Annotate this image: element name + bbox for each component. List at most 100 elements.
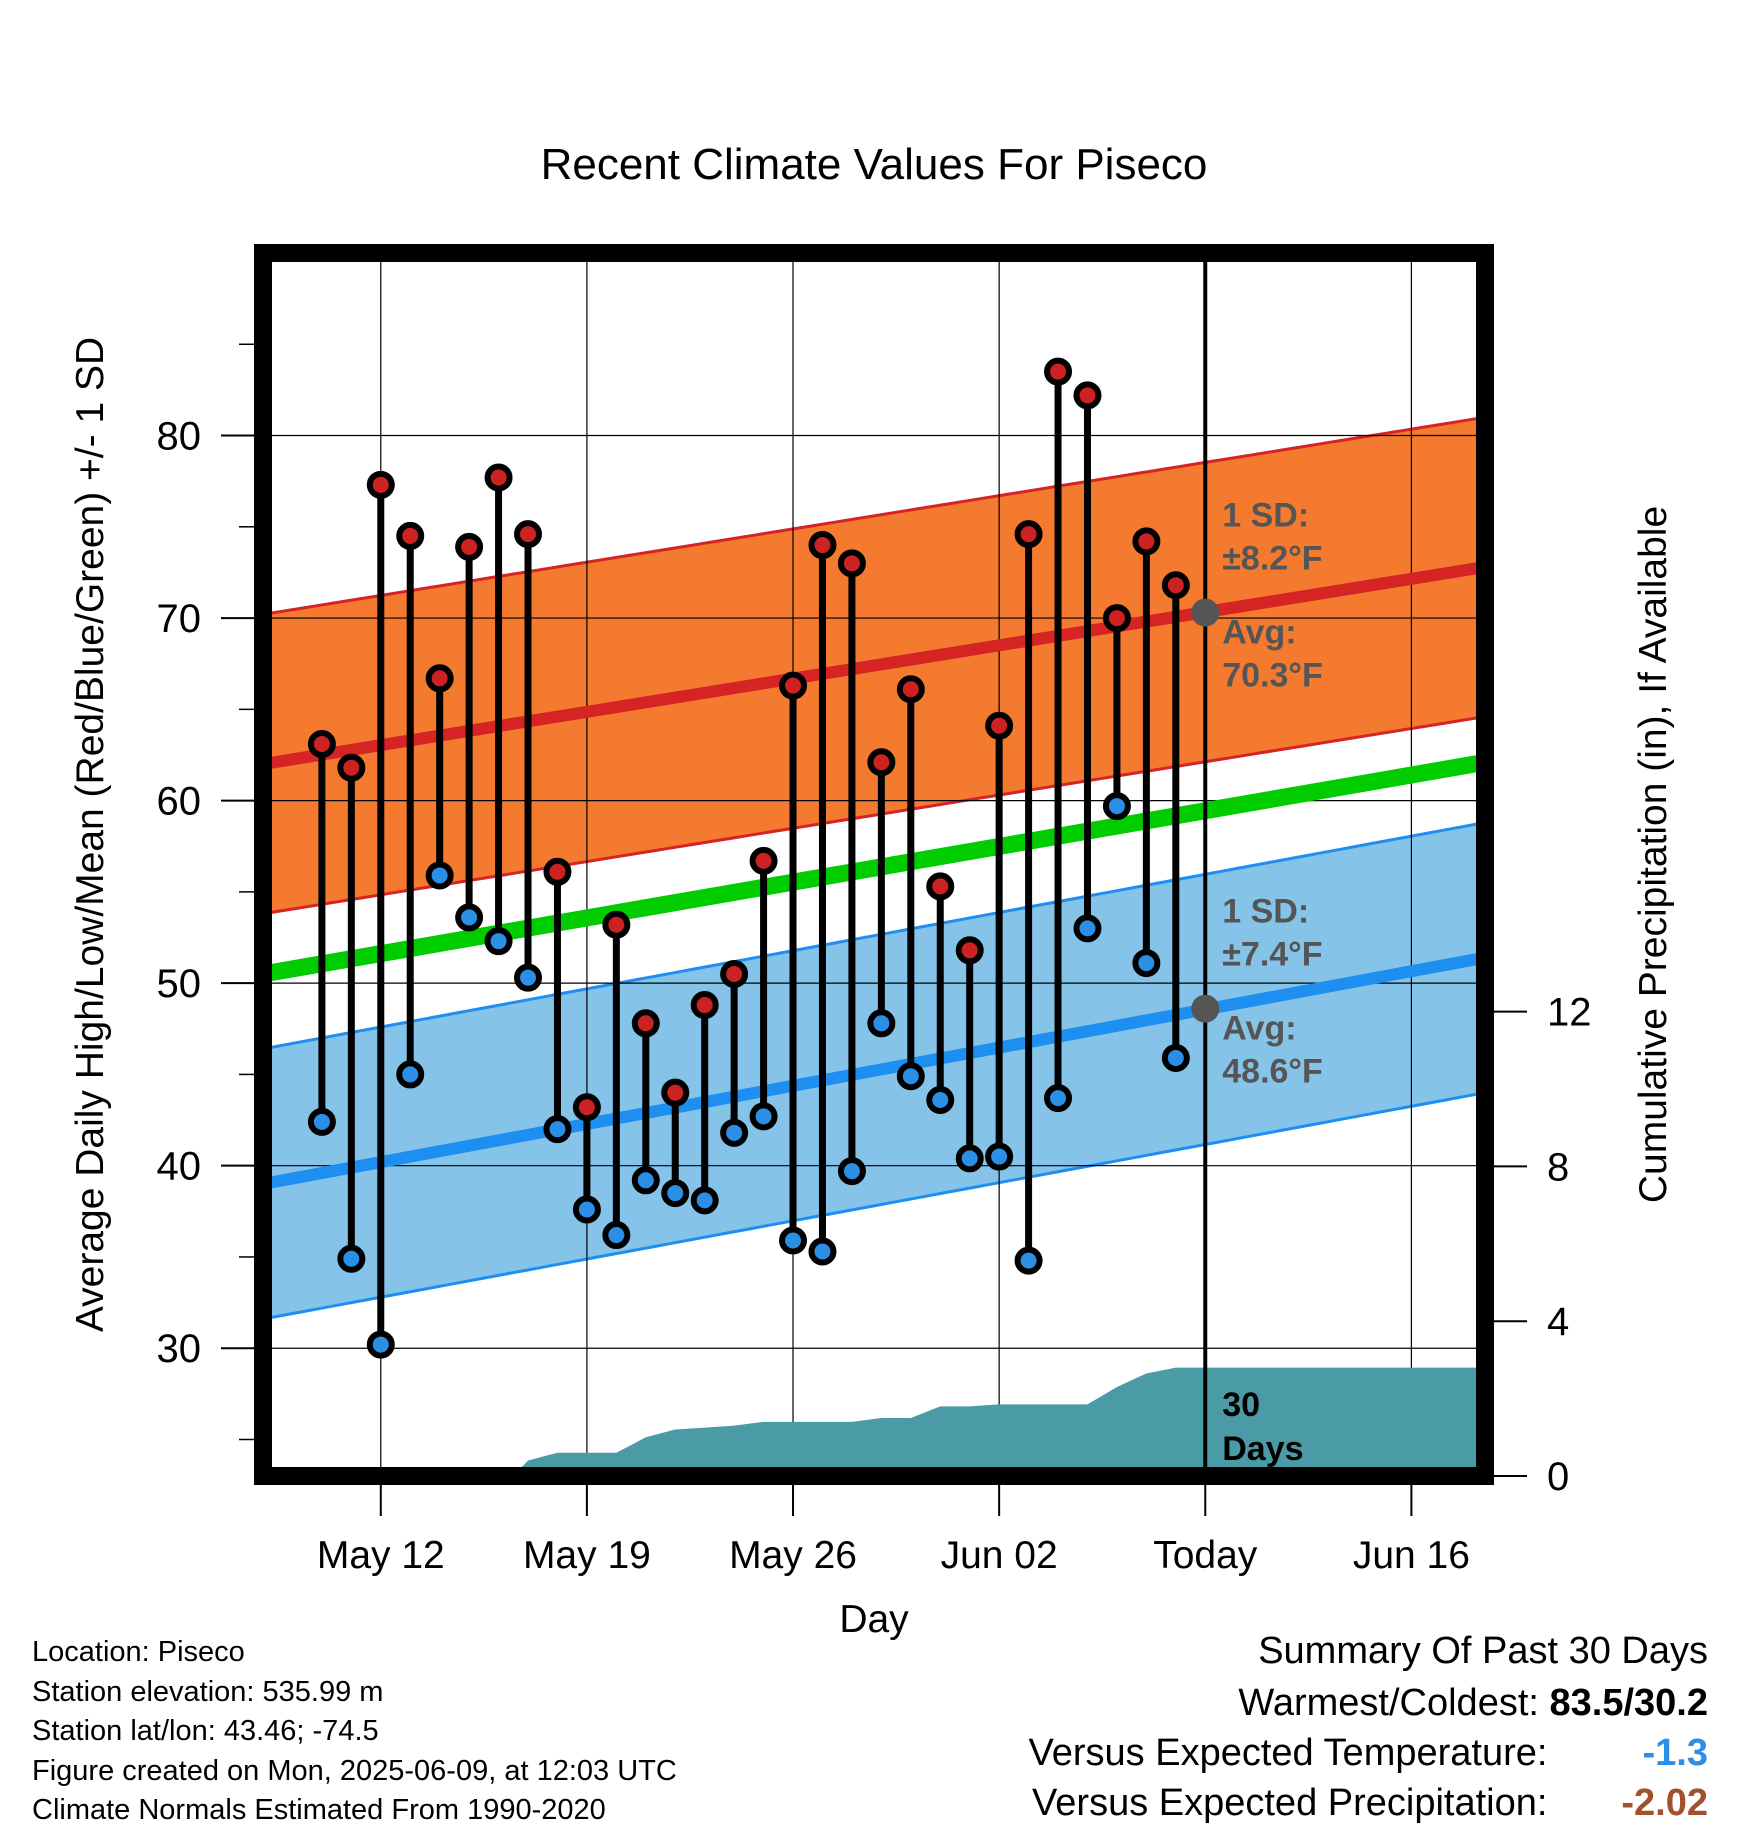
daily-low-point: [896, 1062, 925, 1091]
daily-low-point: [808, 1237, 837, 1266]
daily-high-point: [1161, 571, 1190, 600]
summary-row-precip: Versus Expected Precipitation: -2.02: [1029, 1778, 1708, 1828]
daily-low-point: [1073, 914, 1102, 943]
info-normals: Climate Normals Estimated From 1990-2020: [32, 1794, 606, 1826]
y2-tick-label: 4: [1547, 1300, 1569, 1344]
y-tick-label: 50: [157, 962, 202, 1006]
x-tick-label: Today: [1153, 1534, 1258, 1577]
daily-low-point: [543, 1115, 572, 1144]
daily-low-point: [926, 1085, 955, 1114]
daily-high-point: [1132, 527, 1161, 556]
y-tick-label: 60: [157, 780, 202, 824]
y-tick-label: 70: [157, 597, 202, 641]
low-sd-band-upper-edge: [263, 821, 1485, 1051]
daily-low-point: [514, 963, 543, 992]
daily-low-point: [955, 1144, 984, 1173]
daily-high-point: [720, 960, 749, 989]
summary-row-warmest: Warmest/Coldest: 83.5/30.2: [1029, 1678, 1708, 1728]
mean-normal-line: [263, 753, 1485, 983]
y-tick-label: 40: [157, 1145, 202, 1189]
y2-tick-label: 8: [1547, 1145, 1569, 1189]
daily-low-point: [366, 1330, 395, 1359]
daily-high-point: [837, 549, 866, 578]
daily-low-point: [985, 1142, 1014, 1171]
high-sd-label: 1 SD:: [1222, 497, 1309, 535]
precip-label: Versus Expected Precipitation:: [1032, 1782, 1548, 1824]
low-normal-line: [263, 951, 1485, 1190]
daily-low-point: [1161, 1043, 1190, 1072]
info-created: Figure created on Mon, 2025-06-09, at 12…: [32, 1754, 677, 1787]
low-sd-value: ±7.4°F: [1222, 936, 1322, 974]
high-avg-label: Avg:: [1222, 614, 1296, 652]
daily-low-point: [690, 1186, 719, 1215]
y-axis-label: Average Daily High/Low/Mean (Red/Blue/Gr…: [69, 337, 112, 1332]
low-avg-value: 48.6°F: [1222, 1053, 1323, 1091]
precip-area: [513, 1367, 1485, 1476]
daily-high-point: [543, 857, 572, 886]
daily-low-point: [337, 1244, 366, 1273]
daily-low-point: [307, 1107, 336, 1136]
daily-low-point: [661, 1179, 690, 1208]
daily-low-point: [1014, 1246, 1043, 1275]
daily-low-point: [455, 903, 484, 932]
low-sd-band-lower-edge: [263, 1091, 1485, 1321]
daily-low-point: [1102, 792, 1131, 821]
y-tick-label: 80: [157, 415, 202, 459]
low-avg-label: Avg:: [1222, 1010, 1296, 1048]
daily-high-point: [896, 675, 925, 704]
y2-tick-label: 0: [1547, 1455, 1569, 1499]
info-latlon: Station lat/lon: 43.46; -74.5: [32, 1715, 379, 1747]
y-tick-label: 30: [157, 1327, 202, 1371]
daily-high-point: [1073, 381, 1102, 410]
daily-high-point: [661, 1078, 690, 1107]
daily-low-point: [1044, 1084, 1073, 1113]
precip-days-label-line1: 30: [1222, 1386, 1260, 1424]
daily-high-point: [1014, 520, 1043, 549]
daily-high-point: [985, 711, 1014, 740]
daily-high-point: [779, 671, 808, 700]
y2-axis-label: Cumulative Precipitation (in), If Availa…: [1632, 506, 1675, 1203]
precip-value: -2.02: [1621, 1782, 1708, 1824]
daily-low-point: [837, 1157, 866, 1186]
y2-tick-label: 12: [1547, 991, 1592, 1035]
daily-high-point: [602, 910, 631, 939]
summary-title: Summary Of Past 30 Days: [1258, 1630, 1708, 1672]
daily-low-point: [749, 1102, 778, 1131]
daily-high-point: [808, 531, 837, 560]
daily-high-point: [455, 532, 484, 561]
info-location: Location: Piseco: [32, 1636, 245, 1668]
daily-high-point: [396, 521, 425, 550]
daily-low-point: [425, 861, 454, 890]
precip-days-label-line2: Days: [1222, 1430, 1303, 1468]
daily-low-point: [572, 1195, 601, 1224]
daily-high-point: [690, 991, 719, 1020]
daily-high-point: [572, 1093, 601, 1122]
daily-high-point: [749, 846, 778, 875]
daily-high-point: [337, 753, 366, 782]
daily-high-point: [1044, 357, 1073, 386]
daily-low-point: [631, 1166, 660, 1195]
plot-frame: [254, 244, 1494, 1485]
daily-low-point: [720, 1118, 749, 1147]
today-low-avg-marker: [1191, 994, 1220, 1023]
daily-high-point: [926, 872, 955, 901]
daily-low-point: [867, 1009, 896, 1038]
warmest-value: 83.5/30.2: [1549, 1682, 1708, 1724]
daily-high-point: [514, 520, 543, 549]
warmest-label: Warmest/Coldest:: [1238, 1682, 1539, 1724]
today-high-avg-marker: [1191, 598, 1220, 627]
temp-label: Versus Expected Temperature:: [1028, 1732, 1548, 1774]
daily-high-point: [307, 730, 336, 759]
daily-low-point: [779, 1226, 808, 1255]
x-axis-label: Day: [839, 1598, 909, 1641]
daily-high-point: [1102, 604, 1131, 633]
daily-low-point: [484, 927, 513, 956]
daily-high-point: [425, 664, 454, 693]
station-info: Location: Piseco Station elevation: 535.…: [32, 1633, 677, 1831]
temp-value: -1.3: [1642, 1732, 1708, 1774]
x-tick-label: Jun 16: [1353, 1534, 1470, 1577]
daily-low-point: [396, 1060, 425, 1089]
summary-row-temp: Versus Expected Temperature: -1.3: [1029, 1728, 1708, 1778]
high-avg-value: 70.3°F: [1222, 657, 1323, 695]
